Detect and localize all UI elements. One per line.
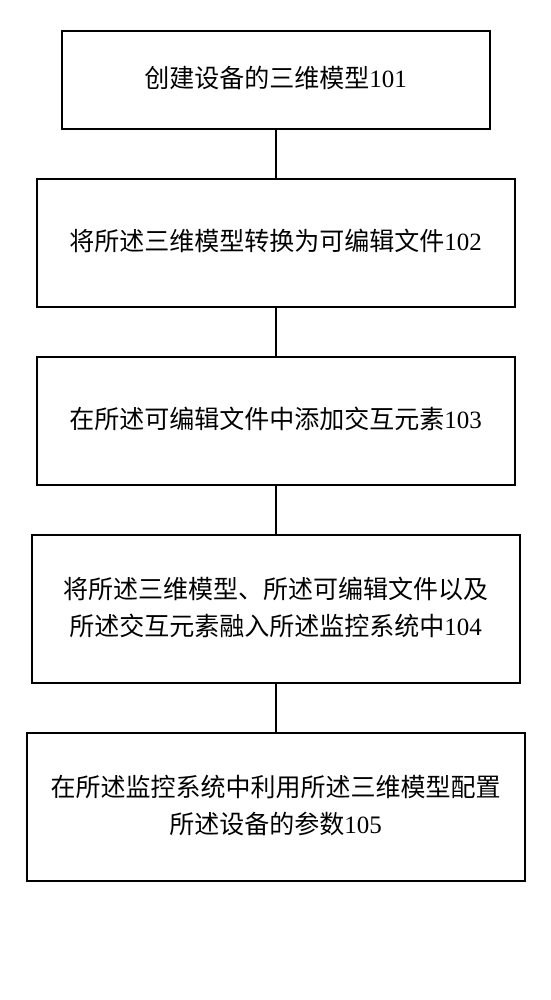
flowchart-step-4: 将所述三维模型、所述可编辑文件以及所述交互元素融入所述监控系统中104 [31, 534, 521, 684]
step-label: 创建设备的三维模型101 [144, 61, 407, 99]
flowchart-connector [275, 130, 277, 178]
flowchart-connector [275, 308, 277, 356]
step-label: 将所述三维模型、所述可编辑文件以及所述交互元素融入所述监控系统中104 [53, 572, 499, 647]
flowchart-connector [275, 684, 277, 732]
step-label: 在所述可编辑文件中添加交互元素103 [69, 402, 482, 440]
flowchart-step-3: 在所述可编辑文件中添加交互元素103 [36, 356, 516, 486]
step-label: 将所述三维模型转换为可编辑文件102 [69, 224, 482, 262]
step-label: 在所述监控系统中利用所述三维模型配置所述设备的参数105 [48, 770, 504, 845]
flowchart-container: 创建设备的三维模型101 将所述三维模型转换为可编辑文件102 在所述可编辑文件… [0, 30, 551, 882]
flowchart-step-1: 创建设备的三维模型101 [61, 30, 491, 130]
flowchart-step-5: 在所述监控系统中利用所述三维模型配置所述设备的参数105 [26, 732, 526, 882]
flowchart-step-2: 将所述三维模型转换为可编辑文件102 [36, 178, 516, 308]
flowchart-connector [275, 486, 277, 534]
